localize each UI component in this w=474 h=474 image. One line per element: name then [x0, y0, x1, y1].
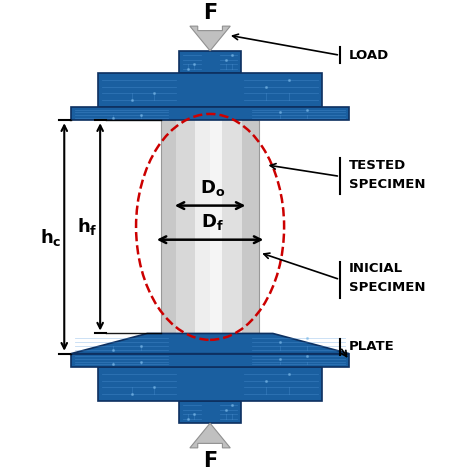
Text: F: F: [203, 2, 217, 23]
Bar: [195, 120, 215, 334]
Text: F: F: [203, 451, 217, 472]
Bar: [210, 120, 225, 334]
Text: TESTED: TESTED: [349, 159, 406, 172]
Text: PLATE: PLATE: [349, 340, 395, 354]
Text: $\mathbf{h_f}$: $\mathbf{h_f}$: [77, 217, 98, 237]
Text: SPECIMEN: SPECIMEN: [349, 281, 426, 294]
Text: $\mathbf{h_c}$: $\mathbf{h_c}$: [40, 227, 62, 247]
Text: LOAD: LOAD: [349, 49, 390, 62]
Text: $\mathbf{D_f}$: $\mathbf{D_f}$: [201, 211, 224, 232]
Text: SPECIMEN: SPECIMEN: [349, 178, 426, 191]
FancyArrow shape: [190, 423, 230, 448]
Text: INICIAL: INICIAL: [349, 262, 403, 275]
Bar: [179, 51, 241, 73]
Polygon shape: [71, 334, 349, 354]
Bar: [98, 73, 322, 107]
Bar: [98, 367, 322, 401]
FancyArrow shape: [190, 26, 230, 51]
Bar: [179, 401, 241, 423]
Bar: [222, 120, 242, 334]
Bar: [71, 354, 349, 367]
Bar: [161, 120, 259, 334]
Bar: [175, 120, 200, 334]
Bar: [71, 107, 349, 120]
Text: $\mathbf{D_o}$: $\mathbf{D_o}$: [200, 178, 225, 198]
